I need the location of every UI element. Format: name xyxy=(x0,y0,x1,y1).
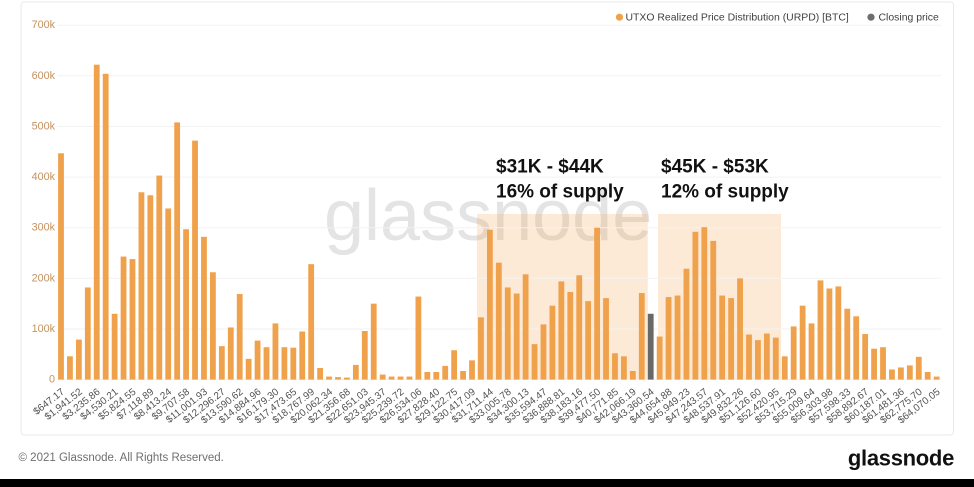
svg-text:glassnode: glassnode xyxy=(848,446,954,471)
svg-text:0: 0 xyxy=(49,374,55,386)
svg-text:400k: 400k xyxy=(32,171,56,183)
svg-text:16% of supply: 16% of supply xyxy=(496,182,624,203)
svg-text:UTXO Realized Price Distributi: UTXO Realized Price Distribution (URPD) … xyxy=(626,13,849,24)
svg-text:Closing price: Closing price xyxy=(879,13,940,24)
svg-text:500k: 500k xyxy=(32,121,56,133)
svg-text:100k: 100k xyxy=(32,323,56,335)
svg-text:600k: 600k xyxy=(32,70,56,82)
svg-text:$45K - $53K: $45K - $53K xyxy=(661,157,769,178)
svg-text:© 2021 Glassnode. All Rights R: © 2021 Glassnode. All Rights Reserved. xyxy=(19,452,224,464)
svg-text:200k: 200k xyxy=(32,272,56,284)
svg-text:$31K - $44K: $31K - $44K xyxy=(496,157,604,178)
svg-text:700k: 700k xyxy=(32,19,56,31)
svg-text:12% of supply: 12% of supply xyxy=(661,182,789,203)
svg-text:300k: 300k xyxy=(32,222,56,234)
